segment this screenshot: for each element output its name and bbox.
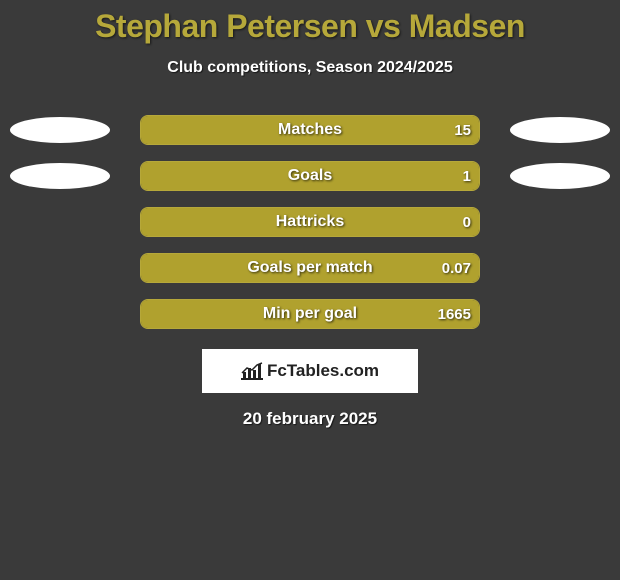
stat-bar: Goals per match0.07: [140, 253, 480, 283]
player-left-ellipse: [10, 163, 110, 189]
stat-value: 0.07: [442, 254, 471, 282]
date-text: 20 february 2025: [0, 409, 620, 429]
player-left-ellipse: [10, 117, 110, 143]
stat-bar: Matches15: [140, 115, 480, 145]
stat-label: Goals per match: [141, 254, 479, 282]
stat-row: Goals per match0.07: [0, 245, 620, 291]
stat-label: Goals: [141, 162, 479, 190]
stat-label: Matches: [141, 116, 479, 144]
stat-bar: Goals1: [140, 161, 480, 191]
stat-value: 1665: [438, 300, 471, 328]
stat-row: Matches15: [0, 107, 620, 153]
stat-value: 1: [463, 162, 471, 190]
stat-bar: Min per goal1665: [140, 299, 480, 329]
stat-row: Min per goal1665: [0, 291, 620, 337]
stat-value: 0: [463, 208, 471, 236]
subtitle: Club competitions, Season 2024/2025: [0, 59, 620, 77]
attribution-badge: FcTables.com: [202, 349, 418, 393]
chart-icon: [241, 362, 263, 380]
stat-label: Min per goal: [141, 300, 479, 328]
stat-label: Hattricks: [141, 208, 479, 236]
player-right-ellipse: [510, 163, 610, 189]
stat-value: 15: [454, 116, 471, 144]
stat-rows: Matches15 Goals1 Hattricks0 Goals per match…: [0, 107, 620, 337]
attribution-text: FcTables.com: [267, 361, 379, 381]
stat-row: Goals1: [0, 153, 620, 199]
stat-row: Hattricks0: [0, 199, 620, 245]
stat-bar: Hattricks0: [140, 207, 480, 237]
player-right-ellipse: [510, 117, 610, 143]
page-title: Stephan Petersen vs Madsen: [0, 0, 620, 45]
